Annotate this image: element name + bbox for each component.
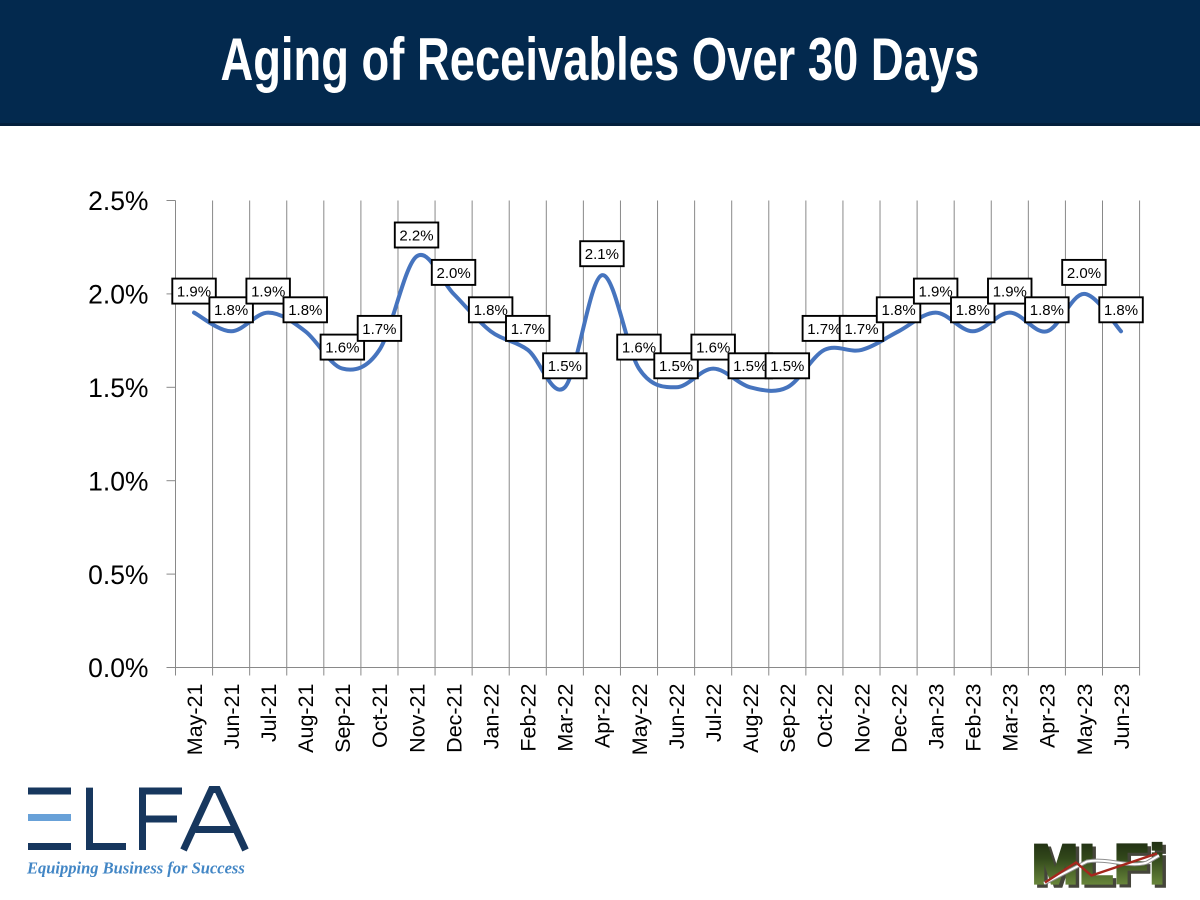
svg-text:1.5%: 1.5% — [733, 358, 767, 375]
svg-text:Feb-22: Feb-22 — [517, 684, 541, 752]
svg-text:Jan-22: Jan-22 — [480, 684, 504, 750]
svg-text:1.8%: 1.8% — [1104, 302, 1138, 319]
svg-text:Sep-21: Sep-21 — [331, 684, 355, 753]
svg-text:2.5%: 2.5% — [88, 186, 148, 216]
svg-text:1.7%: 1.7% — [844, 321, 878, 338]
svg-text:1.8%: 1.8% — [214, 302, 248, 319]
svg-text:Mar-23: Mar-23 — [999, 683, 1023, 751]
svg-text:Dec-22: Dec-22 — [887, 684, 911, 753]
svg-text:1.8%: 1.8% — [288, 302, 322, 319]
svg-text:1.8%: 1.8% — [881, 302, 915, 319]
svg-text:Jun-23: Jun-23 — [1110, 683, 1134, 749]
svg-text:1.8%: 1.8% — [474, 302, 508, 319]
svg-text:2.1%: 2.1% — [585, 246, 619, 263]
svg-text:1.0%: 1.0% — [88, 466, 148, 496]
svg-text:1.9%: 1.9% — [177, 284, 211, 301]
svg-text:1.7%: 1.7% — [807, 321, 841, 338]
svg-text:2.2%: 2.2% — [399, 227, 433, 244]
svg-text:1.5%: 1.5% — [770, 358, 804, 375]
svg-text:1.6%: 1.6% — [622, 340, 656, 357]
svg-text:1.6%: 1.6% — [325, 340, 359, 357]
svg-text:May-22: May-22 — [628, 684, 652, 756]
svg-text:1.7%: 1.7% — [362, 321, 396, 338]
svg-text:1.7%: 1.7% — [511, 321, 545, 338]
svg-text:May-21: May-21 — [183, 684, 207, 756]
svg-text:Mar-22: Mar-22 — [554, 684, 578, 752]
svg-text:Dec-21: Dec-21 — [442, 684, 466, 753]
svg-text:1.8%: 1.8% — [956, 302, 990, 319]
svg-text:Jun-21: Jun-21 — [220, 684, 244, 750]
svg-text:Jan-23: Jan-23 — [924, 683, 948, 749]
svg-text:Equipping Business for Success: Equipping Business for Success — [26, 859, 245, 878]
svg-text:Oct-22: Oct-22 — [813, 684, 837, 749]
svg-text:1.5%: 1.5% — [548, 358, 582, 375]
svg-text:Sep-22: Sep-22 — [776, 684, 800, 753]
svg-text:Aug-22: Aug-22 — [739, 684, 763, 753]
svg-text:Nov-21: Nov-21 — [405, 684, 429, 753]
svg-text:Apr-23: Apr-23 — [1036, 683, 1060, 748]
svg-text:1.8%: 1.8% — [1030, 302, 1064, 319]
svg-text:Jul-21: Jul-21 — [257, 684, 281, 743]
svg-text:1.5%: 1.5% — [659, 358, 693, 375]
svg-text:1.6%: 1.6% — [696, 340, 730, 357]
svg-text:0.5%: 0.5% — [88, 560, 148, 590]
svg-text:0.0%: 0.0% — [88, 653, 148, 683]
svg-text:Jun-22: Jun-22 — [665, 684, 689, 750]
svg-text:Aug-21: Aug-21 — [294, 684, 318, 753]
svg-text:2.0%: 2.0% — [88, 280, 148, 310]
svg-text:Oct-21: Oct-21 — [368, 684, 392, 749]
svg-text:1.5%: 1.5% — [88, 373, 148, 403]
svg-text:2.0%: 2.0% — [436, 265, 470, 282]
svg-text:May-23: May-23 — [1073, 683, 1097, 755]
svg-text:Jul-22: Jul-22 — [702, 684, 726, 743]
svg-text:2.0%: 2.0% — [1067, 265, 1101, 282]
svg-text:1.9%: 1.9% — [993, 284, 1027, 301]
svg-text:1.9%: 1.9% — [251, 284, 285, 301]
svg-text:Nov-22: Nov-22 — [850, 684, 874, 753]
svg-text:Feb-23: Feb-23 — [962, 683, 986, 751]
svg-text:1.9%: 1.9% — [918, 284, 952, 301]
svg-text:MLFi: MLFi — [1035, 836, 1169, 898]
svg-text:Apr-22: Apr-22 — [591, 684, 615, 749]
